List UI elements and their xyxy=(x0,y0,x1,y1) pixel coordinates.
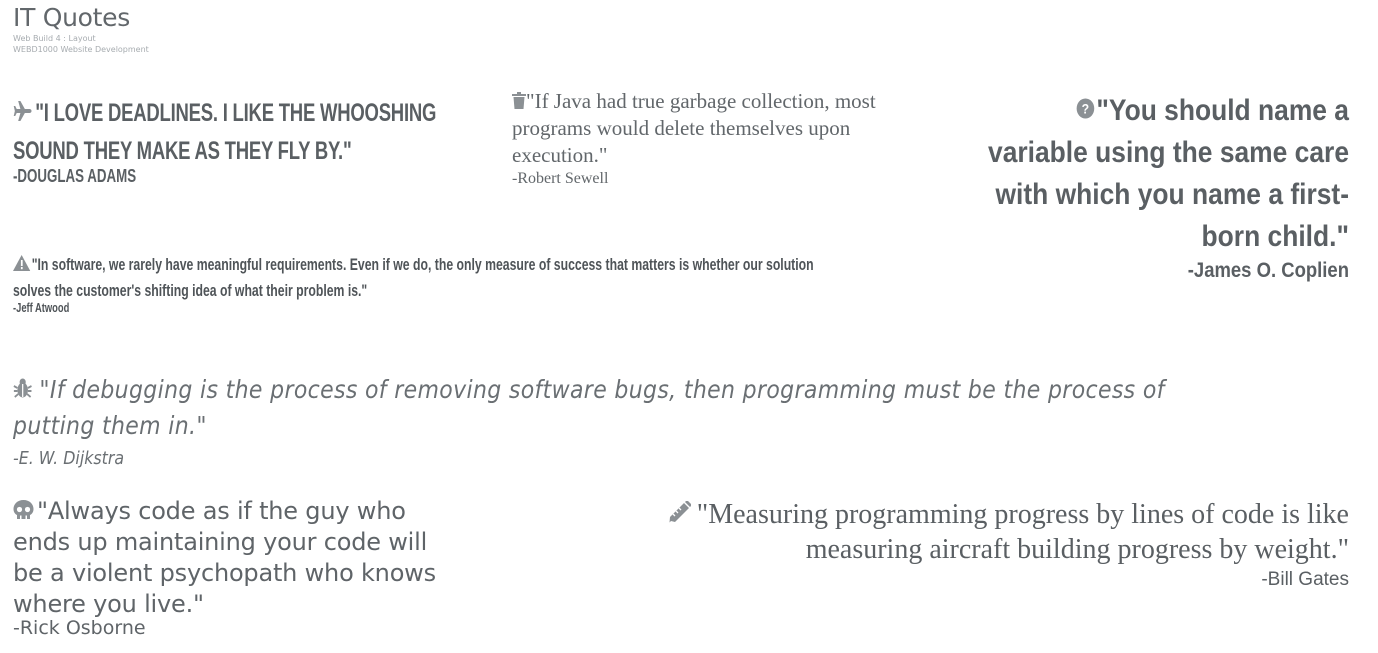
quote-text: "In software, we rarely have meaningful … xyxy=(13,255,814,300)
quote-text: "Always code as if the guy who ends up m… xyxy=(13,497,436,618)
quote-text: "You should name a variable using the sa… xyxy=(988,94,1349,253)
quote-dijkstra: "If debugging is the process of removing… xyxy=(13,372,1343,469)
quote-douglas-adams: "I love deadlines. I like the whooshing … xyxy=(13,94,443,187)
quote-bill-gates: "Measuring programming progress by lines… xyxy=(549,497,1349,591)
trash-icon xyxy=(512,92,526,110)
pencil-icon xyxy=(669,500,691,523)
bug-icon xyxy=(13,377,32,399)
quote-text: "I love deadlines. I like the whooshing … xyxy=(13,99,437,165)
quote-author: -Bill Gates xyxy=(1261,569,1349,590)
quote-rick-osborne: "Always code as if the guy who ends up m… xyxy=(13,496,453,639)
quote-james-coplien: ? "You should name a variable using the … xyxy=(929,90,1349,283)
quote-jeff-atwood: "In software, we rarely have meaningful … xyxy=(13,252,1013,315)
plane-icon xyxy=(13,100,32,122)
skull-icon xyxy=(13,499,34,520)
quote-author: -Robert Sewell xyxy=(512,170,609,187)
subtitle-course: Web Build 4 : Layout xyxy=(13,34,96,43)
warning-icon xyxy=(13,255,31,272)
quote-author: -Douglas Adams xyxy=(13,166,137,186)
quote-author: -E. W. Dijkstra xyxy=(13,448,125,469)
quote-text: "Measuring programming progress by lines… xyxy=(696,499,1349,565)
page-header: IT Quotes Web Build 4 : Layout WEBD1000 … xyxy=(13,3,149,55)
quote-robert-sewell: "If Java had true garbage collection, mo… xyxy=(512,88,912,188)
quote-author: -Jeff Atwood xyxy=(13,300,70,315)
question-circle-icon: ? xyxy=(1076,98,1095,119)
quote-author: -James O. Coplien xyxy=(1187,259,1349,282)
quote-text: "If Java had true garbage collection, mo… xyxy=(512,89,876,167)
quote-text: "If debugging is the process of removing… xyxy=(13,375,1165,440)
page-title: IT Quotes xyxy=(13,3,130,32)
quote-author: -Rick Osborne xyxy=(13,617,146,639)
svg-text:?: ? xyxy=(1082,100,1090,116)
subtitle-module: WEBD1000 Website Development xyxy=(13,45,149,54)
